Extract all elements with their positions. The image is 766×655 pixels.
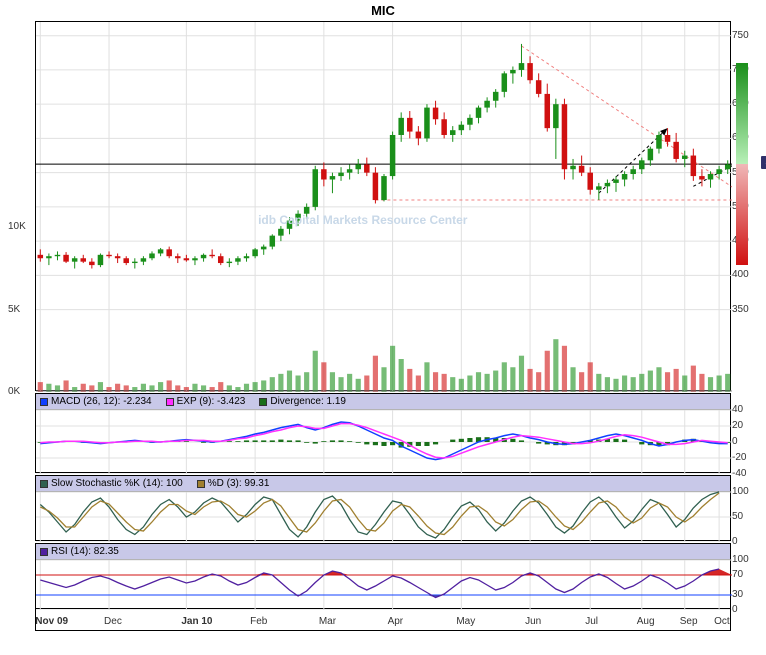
- time-tick: Jul: [585, 616, 598, 627]
- time-tick: Oct: [714, 616, 730, 627]
- rsi-tick: 0: [732, 604, 738, 615]
- rsi-tick: 70: [732, 569, 743, 580]
- price-tick: 400: [732, 269, 749, 280]
- volume-tick: 10K: [8, 221, 26, 232]
- time-tick: May: [456, 616, 475, 627]
- time-tick: Sep: [680, 616, 698, 627]
- time-tick: Jun: [525, 616, 541, 627]
- time-x-axis: Nov 09 Dec Jan 10 Feb Mar Apr May Jun Jul Aug Sep O…: [35, 609, 731, 631]
- stoch-tick: 50: [732, 511, 743, 522]
- macd-tick: 40: [732, 404, 743, 415]
- time-tick: Feb: [250, 616, 267, 627]
- time-tick: Apr: [388, 616, 404, 627]
- time-tick: Jan 10: [181, 616, 212, 627]
- stochastic-panel[interactable]: Slow Stochastic %K (14): 100%D (3): 99.3…: [35, 475, 731, 541]
- time-tick: Mar: [319, 616, 336, 627]
- rsi-chart-svg: [36, 544, 732, 610]
- rsi-panel[interactable]: RSI (14): 82.35 03070100: [35, 543, 731, 609]
- stoch-tick: 100: [732, 486, 749, 497]
- price-tick: 750: [732, 30, 749, 41]
- time-tick: Nov 09: [35, 616, 68, 627]
- macd-y-axis: -40-2002040: [732, 394, 762, 472]
- rsi-tick: 30: [732, 589, 743, 600]
- time-tick: Dec: [104, 616, 122, 627]
- macd-chart-svg: [36, 394, 732, 474]
- macd-tick: 0: [732, 436, 738, 447]
- macd-tick: -20: [732, 452, 746, 463]
- price-flag: 562.50: [761, 156, 766, 169]
- price-panel[interactable]: idb Capital Markets Resource Center 3504…: [35, 21, 731, 391]
- chart-title: MIC: [0, 0, 766, 21]
- stock-chart-container: MIC idb Capital Markets Resource Center …: [0, 0, 766, 655]
- rsi-y-axis: 03070100: [732, 544, 762, 608]
- macd-tick: 20: [732, 420, 743, 431]
- price-tick: 350: [732, 304, 749, 315]
- price-chart-svg: [36, 22, 732, 392]
- stochastic-y-axis: 050100: [732, 476, 762, 540]
- rsi-tick: 100: [732, 554, 749, 565]
- macd-panel[interactable]: MACD (26, 12): -2.234EXP (9): -3.423Dive…: [35, 393, 731, 473]
- volume-tick: 0K: [8, 386, 20, 397]
- volume-tick: 5K: [8, 304, 20, 315]
- stochastic-chart-svg: [36, 476, 732, 542]
- time-tick: Aug: [637, 616, 655, 627]
